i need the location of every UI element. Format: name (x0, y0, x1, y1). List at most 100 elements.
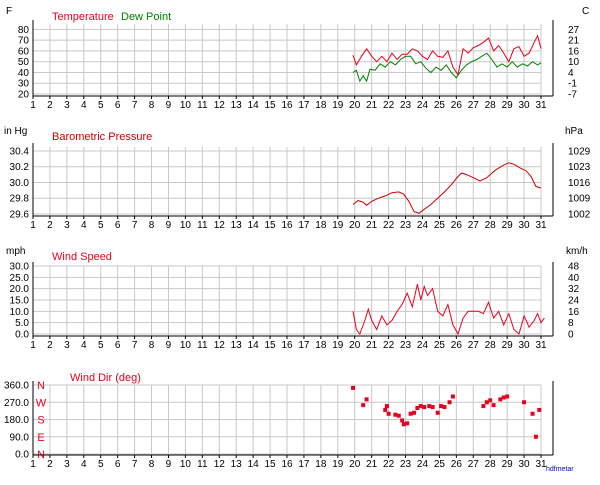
y-tick-label: 40 (18, 68, 30, 79)
wind-dir-point (427, 404, 432, 409)
x-tick-label: 6 (115, 100, 121, 111)
y-tick-label: 30.4 (10, 146, 30, 157)
x-tick-label: 11 (197, 220, 208, 231)
y-tick-label: 0.0 (15, 450, 29, 461)
wind-dir-point (405, 421, 410, 426)
x-tick-label: 2 (47, 340, 53, 351)
wind-dir-point (484, 400, 489, 405)
x-tick-label: 11 (197, 100, 208, 111)
y-tick-label: 180.0 (4, 415, 29, 426)
x-tick-label: 13 (231, 220, 243, 231)
barometric-pressure-line (352, 162, 542, 214)
wind-left-unit: mph (6, 246, 25, 257)
y-tick-label: 25.0 (10, 273, 30, 284)
x-tick-label: 14 (248, 459, 260, 470)
x-tick-label: 29 (502, 220, 514, 231)
x-tick-label: 30 (519, 459, 531, 470)
x-tick-label: 4 (81, 459, 87, 470)
temperature-title: Temperature (52, 11, 114, 23)
dewpoint-title: Dew Point (121, 11, 171, 23)
x-tick-label: 16 (281, 459, 293, 470)
pressure-title: Barometric Pressure (52, 131, 152, 143)
x-tick-label: 3 (64, 100, 70, 111)
x-tick-label: 4 (81, 220, 87, 231)
y-right-tick-label: -1 (568, 79, 577, 90)
x-tick-label: 28 (485, 459, 497, 470)
x-tick-label: 24 (417, 220, 429, 231)
x-tick-label: 23 (400, 220, 412, 231)
y-right-tick-label: 16 (568, 307, 580, 318)
x-tick-label: 5 (98, 459, 104, 470)
x-tick-label: 12 (214, 220, 226, 231)
y-tick-label: 20.0 (10, 284, 30, 295)
x-tick-label: 25 (434, 100, 446, 111)
x-tick-label: 18 (315, 340, 327, 351)
x-tick-label: 18 (315, 100, 327, 111)
x-tick-label: 27 (468, 340, 480, 351)
x-tick-label: 2 (47, 459, 53, 470)
x-tick-label: 16 (281, 340, 293, 351)
x-tick-label: 20 (349, 100, 361, 111)
pressure-panel: in Hg hPa Barometric Pressure 30.4 102930… (4, 126, 591, 231)
x-tick-label: 7 (132, 340, 138, 351)
x-tick-label: 5 (98, 340, 104, 351)
compass-label: W (36, 397, 47, 409)
wind-dir-point (393, 412, 398, 417)
x-tick-label: 9 (166, 340, 172, 351)
x-tick-label: 29 (502, 100, 514, 111)
wind-dir-point (481, 404, 486, 409)
y-tick-label: 360.0 (4, 381, 29, 392)
x-tick-label: 5 (98, 220, 104, 231)
x-tick-label: 7 (132, 100, 138, 111)
wind-dir-point (386, 411, 391, 416)
x-tick-label: 13 (231, 340, 243, 351)
x-tick-label: 8 (149, 459, 155, 470)
y-tick-label: 0.0 (15, 330, 29, 341)
x-tick-label: 28 (485, 220, 497, 231)
wind-dir-point (488, 398, 493, 403)
y-tick-label: 29.6 (10, 210, 30, 221)
y-right-tick-label: 24 (568, 296, 580, 307)
x-tick-label: 27 (468, 220, 480, 231)
x-tick-label: 8 (149, 100, 155, 111)
x-tick-label: 4 (81, 340, 87, 351)
x-tick-label: 24 (417, 459, 429, 470)
x-tick-label: 9 (166, 100, 172, 111)
wind-dir-point (384, 404, 389, 409)
y-right-tick-label: 40 (568, 273, 580, 284)
x-tick-label: 10 (180, 340, 192, 351)
x-tick-label: 20 (349, 340, 361, 351)
x-tick-label: 7 (132, 220, 138, 231)
wind-dir-point (498, 397, 503, 402)
x-tick-label: 26 (451, 459, 463, 470)
wind-dir-point (418, 404, 423, 409)
x-tick-label: 9 (166, 220, 172, 231)
x-tick-label: 15 (265, 340, 277, 351)
x-tick-label: 19 (332, 220, 344, 231)
x-tick-label: 11 (197, 340, 208, 351)
x-tick-label: 8 (149, 220, 155, 231)
wind-dir-point (530, 411, 535, 416)
x-tick-label: 21 (366, 340, 378, 351)
x-tick-label: 30 (519, 100, 531, 111)
x-tick-label: 25 (434, 340, 446, 351)
x-tick-label: 31 (535, 220, 547, 231)
x-tick-label: 10 (180, 459, 192, 470)
x-tick-label: 19 (332, 340, 344, 351)
y-right-tick-label: 1002 (568, 210, 591, 221)
wind-dir-point (351, 385, 356, 390)
y-tick-label: 30.0 (10, 262, 30, 273)
x-tick-label: 22 (383, 459, 395, 470)
x-tick-label: 5 (98, 100, 104, 111)
x-tick-label: 21 (366, 100, 378, 111)
y-right-tick-label: 10 (568, 57, 580, 68)
y-tick-label: 30 (18, 79, 30, 90)
x-tick-label: 22 (383, 220, 395, 231)
y-right-tick-label: 0 (568, 330, 574, 341)
x-tick-label: 29 (502, 459, 514, 470)
y-right-tick-label: 1009 (568, 194, 591, 205)
y-right-tick-label: 4 (568, 68, 574, 79)
x-tick-label: 17 (298, 100, 310, 111)
